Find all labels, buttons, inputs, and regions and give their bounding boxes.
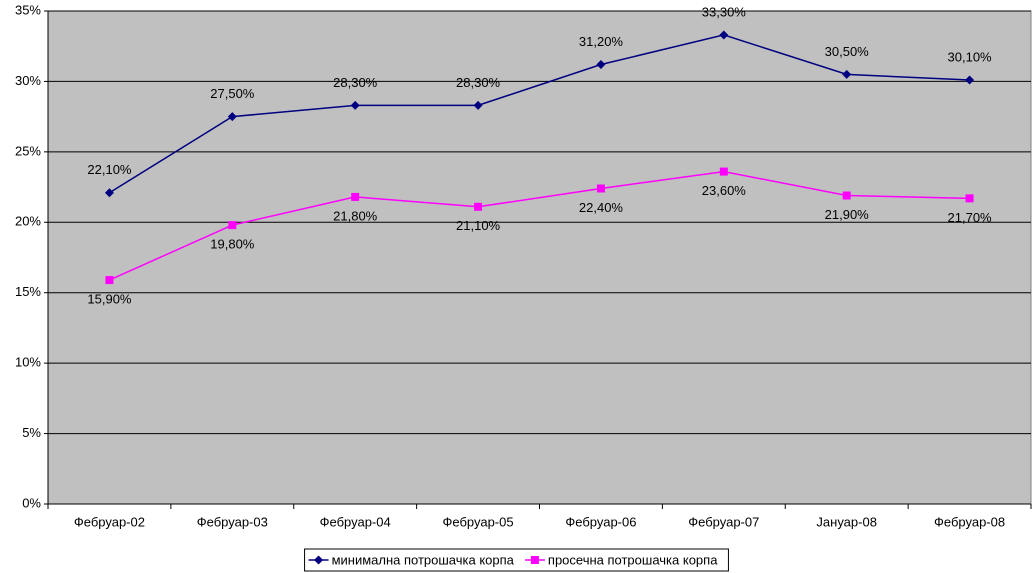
series-line bbox=[109, 34, 970, 194]
legend-box bbox=[304, 548, 729, 572]
data-label: 15,90% bbox=[87, 291, 132, 306]
y-tick-label: 35% bbox=[15, 2, 41, 17]
marker bbox=[228, 221, 237, 230]
data-label: 33,30% bbox=[702, 4, 747, 19]
marker bbox=[104, 188, 114, 198]
marker bbox=[596, 184, 605, 193]
data-label: 21,90% bbox=[825, 207, 870, 222]
data-label: 21,70% bbox=[948, 210, 993, 225]
x-tick-label: Фебруар-04 bbox=[320, 514, 391, 529]
series-line bbox=[109, 170, 970, 281]
data-label: 22,10% bbox=[87, 162, 132, 177]
data-label: 31,20% bbox=[579, 34, 624, 49]
marker bbox=[227, 112, 237, 122]
data-label: 27,50% bbox=[210, 86, 255, 101]
data-label: 21,10% bbox=[456, 218, 501, 233]
x-tick-label: Фебруар-08 bbox=[934, 514, 1005, 529]
y-tick-label: 15% bbox=[15, 284, 41, 299]
marker bbox=[105, 276, 114, 285]
marker bbox=[473, 100, 483, 110]
data-label: 21,80% bbox=[333, 208, 378, 223]
x-tick-label: Фебруар-07 bbox=[688, 514, 759, 529]
marker bbox=[530, 556, 539, 564]
data-label: 30,50% bbox=[825, 44, 870, 59]
plot-area bbox=[47, 10, 1032, 505]
marker bbox=[842, 191, 851, 200]
data-label: 28,30% bbox=[456, 75, 501, 90]
marker bbox=[842, 69, 852, 79]
legend: минимална потрошачка корпа просечна потро… bbox=[304, 548, 729, 572]
data-label: 30,10% bbox=[948, 49, 993, 64]
data-label: 22,40% bbox=[579, 200, 624, 215]
y-tick-label: 30% bbox=[15, 73, 41, 88]
y-tick-label: 20% bbox=[15, 214, 41, 229]
marker bbox=[719, 30, 729, 40]
y-tick-label: 0% bbox=[22, 495, 41, 510]
marker bbox=[965, 194, 974, 203]
x-tick-label: Фебруар-02 bbox=[74, 514, 145, 529]
x-tick-label: Јануар-08 bbox=[816, 514, 877, 529]
legend-label: просечна потрошачка корпа bbox=[548, 552, 718, 567]
marker bbox=[350, 100, 360, 110]
y-tick-label: 25% bbox=[15, 143, 41, 158]
marker bbox=[965, 75, 975, 85]
data-label: 28,30% bbox=[333, 75, 378, 90]
data-label: 19,80% bbox=[210, 237, 255, 252]
x-tick-label: Фебруар-03 bbox=[197, 514, 268, 529]
marker bbox=[596, 60, 606, 70]
x-tick-label: Фебруар-06 bbox=[565, 514, 636, 529]
marker bbox=[474, 202, 483, 211]
marker bbox=[719, 167, 728, 176]
x-tick-label: Фебруар-05 bbox=[443, 514, 514, 529]
legend-label: минимална потрошачка корпа bbox=[332, 552, 515, 567]
marker bbox=[351, 192, 360, 201]
data-label: 23,60% bbox=[702, 183, 747, 198]
marker bbox=[314, 555, 324, 565]
y-tick-label: 10% bbox=[15, 355, 41, 370]
y-tick-label: 5% bbox=[22, 425, 41, 440]
